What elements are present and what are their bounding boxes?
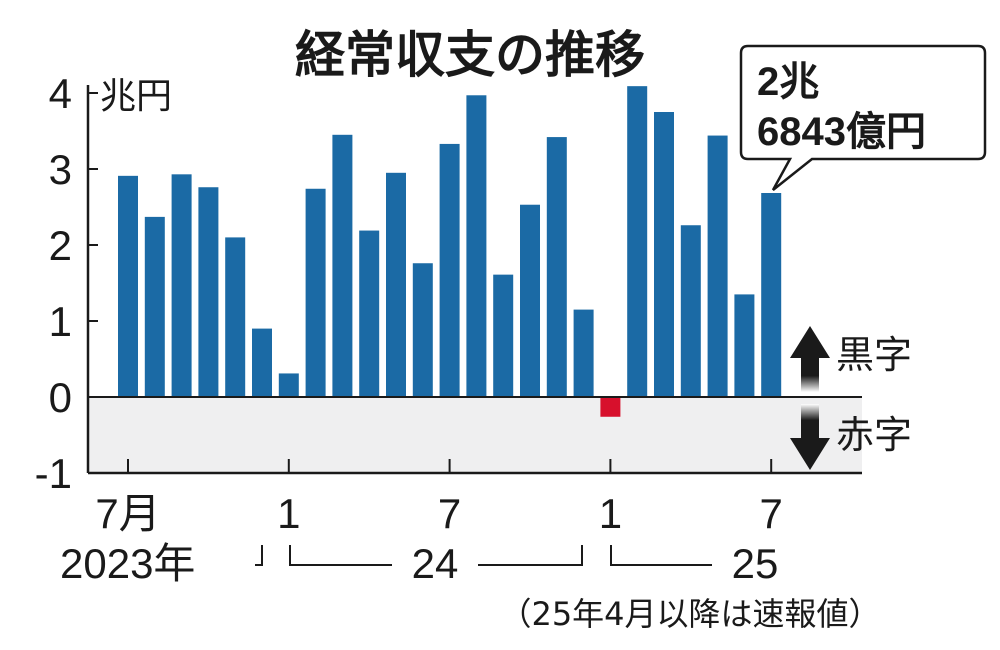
bar-2023-10	[198, 187, 219, 397]
year-bracket-2024-right	[478, 545, 583, 566]
bar-2025-01	[600, 397, 621, 417]
x-tick-label: 7	[438, 490, 461, 537]
bar-2023-07	[118, 175, 138, 397]
bar-2025-07	[761, 192, 782, 397]
bar-2025-02	[627, 86, 648, 397]
x-tick-label: 7月	[95, 490, 160, 537]
year-bracket-2023	[255, 545, 263, 566]
bar-2025-04	[680, 225, 701, 397]
y-tick-label: 2	[49, 222, 72, 269]
callout-line-1: 2兆	[757, 60, 819, 104]
x-tick-label: 7	[760, 490, 783, 537]
bar-2024-04	[359, 230, 380, 397]
bar-2025-05	[707, 135, 728, 397]
deficit-zone-background	[88, 397, 862, 473]
surplus-arrow-icon	[790, 326, 830, 392]
callout-line-2: 6843億円	[757, 110, 926, 154]
preliminary-note: （25年4月以降は速報値）	[499, 595, 880, 633]
year-label-2025: 25	[732, 540, 779, 587]
bar-2024-07	[439, 143, 460, 397]
y-tick-label: -1	[35, 450, 72, 497]
y-axis-ticks: 4 3 2 1 0 -1	[35, 70, 98, 497]
bar-2023-11	[225, 237, 246, 397]
bar-2024-01	[278, 373, 299, 397]
year-bracket-2024-left	[289, 545, 392, 566]
x-tick-label: 1	[599, 490, 622, 537]
year-bracket-2025	[610, 545, 712, 566]
bar-2024-06	[412, 263, 433, 397]
deficit-arrow-icon	[790, 404, 830, 470]
bar-2024-08	[466, 95, 487, 397]
bar-2024-10	[520, 204, 540, 397]
bars-group	[118, 86, 782, 417]
year-label-2024: 24	[412, 540, 459, 587]
bar-2023-12	[252, 328, 272, 397]
y-tick-label: 3	[49, 146, 72, 193]
y-tick-label: 1	[49, 298, 72, 345]
chart-title: 経常収支の推移	[295, 26, 645, 84]
bar-2024-09	[493, 274, 514, 397]
axes-group	[86, 85, 862, 475]
bar-2025-06	[734, 294, 755, 397]
x-tick-label: 1	[277, 490, 300, 537]
bar-2024-03	[332, 134, 353, 398]
bar-2024-11	[546, 137, 567, 397]
year-label-2023: 2023年	[60, 540, 195, 587]
y-unit-label: 兆円	[100, 75, 172, 116]
bar-2023-08	[144, 216, 165, 397]
bar-2023-09	[171, 174, 192, 397]
x-axis-ticks: 7月 1 7 1 7	[95, 459, 783, 537]
legend-surplus-label: 黒字	[836, 333, 912, 377]
bar-2024-12	[573, 309, 594, 397]
latest-value-callout: 2兆 6843億円	[739, 44, 987, 191]
y-tick-label: 0	[49, 374, 72, 421]
bar-2025-03	[654, 112, 674, 397]
bar-2024-02	[305, 188, 326, 397]
y-tick-label: 4	[49, 70, 72, 117]
bar-2024-05	[386, 172, 406, 397]
legend-deficit-label: 赤字	[836, 413, 912, 457]
